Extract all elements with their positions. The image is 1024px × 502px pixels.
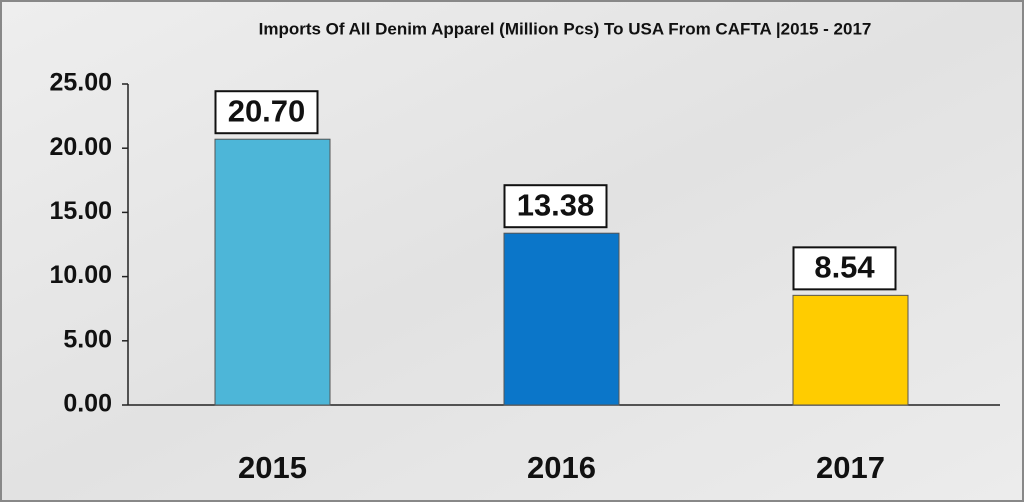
x-tick-label: 2017 <box>816 450 885 485</box>
bar <box>503 232 620 406</box>
x-tick-label: 2016 <box>527 450 596 485</box>
value-label: 13.38 <box>517 187 595 222</box>
y-tick-label: 10.00 <box>49 261 112 289</box>
value-label-box <box>503 184 608 229</box>
value-label: 20.70 <box>228 93 306 128</box>
value-label-box <box>792 246 897 291</box>
y-tick-label: 20.00 <box>49 133 112 161</box>
y-tick-label: 15.00 <box>49 197 112 225</box>
x-tick-label: 2015 <box>238 450 307 485</box>
chart-title: Imports Of All Denim Apparel (Million Pc… <box>259 19 872 38</box>
value-label-box <box>214 90 319 135</box>
bar <box>792 294 909 406</box>
y-tick-label: 5.00 <box>63 325 112 353</box>
y-tick-label: 0.00 <box>63 390 112 418</box>
value-label: 8.54 <box>814 250 875 285</box>
bar <box>214 138 331 406</box>
y-tick-label: 25.00 <box>49 69 112 97</box>
